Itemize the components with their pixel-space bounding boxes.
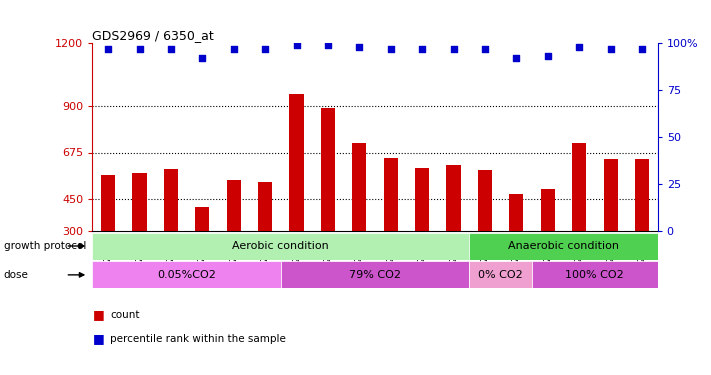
Bar xyxy=(321,108,335,231)
Point xyxy=(574,44,585,50)
Bar xyxy=(415,168,429,231)
Text: GDS2969 / 6350_at: GDS2969 / 6350_at xyxy=(92,29,214,42)
Point xyxy=(228,46,240,52)
Point xyxy=(260,46,271,52)
Bar xyxy=(281,261,469,288)
Bar xyxy=(92,261,281,288)
Bar xyxy=(258,182,272,231)
Bar xyxy=(289,94,304,231)
Point xyxy=(291,42,302,48)
Bar xyxy=(572,143,587,231)
Text: Anaerobic condition: Anaerobic condition xyxy=(508,241,619,251)
Point xyxy=(353,44,365,50)
Text: 100% CO2: 100% CO2 xyxy=(565,270,624,280)
Point xyxy=(134,46,145,52)
Point xyxy=(542,53,553,59)
Point xyxy=(636,46,648,52)
Point xyxy=(322,42,333,48)
Point xyxy=(479,46,491,52)
Point xyxy=(417,46,428,52)
Bar xyxy=(164,169,178,231)
Point xyxy=(385,46,397,52)
Bar xyxy=(509,194,523,231)
Bar xyxy=(384,158,398,231)
Bar xyxy=(540,189,555,231)
Text: 0.05%CO2: 0.05%CO2 xyxy=(157,270,216,280)
Text: ■: ■ xyxy=(92,308,105,321)
Bar xyxy=(604,159,618,231)
Bar xyxy=(132,173,146,231)
Bar xyxy=(532,261,658,288)
Bar xyxy=(478,170,492,231)
Text: count: count xyxy=(110,310,139,320)
Bar xyxy=(469,232,658,260)
Text: dose: dose xyxy=(4,270,28,280)
Bar xyxy=(469,261,532,288)
Text: ■: ■ xyxy=(92,333,105,345)
Text: growth protocol: growth protocol xyxy=(4,241,86,251)
Bar xyxy=(101,176,115,231)
Point xyxy=(448,46,459,52)
Point xyxy=(197,55,208,61)
Point xyxy=(165,46,176,52)
Point xyxy=(102,46,114,52)
Bar xyxy=(227,180,241,231)
Text: 0% CO2: 0% CO2 xyxy=(479,270,523,280)
Bar xyxy=(352,143,366,231)
Bar xyxy=(196,207,210,231)
Text: 79% CO2: 79% CO2 xyxy=(349,270,401,280)
Bar xyxy=(447,165,461,231)
Text: percentile rank within the sample: percentile rank within the sample xyxy=(110,334,286,344)
Text: Aerobic condition: Aerobic condition xyxy=(232,241,329,251)
Bar xyxy=(635,159,649,231)
Bar xyxy=(92,232,469,260)
Point xyxy=(605,46,616,52)
Point xyxy=(510,55,522,61)
